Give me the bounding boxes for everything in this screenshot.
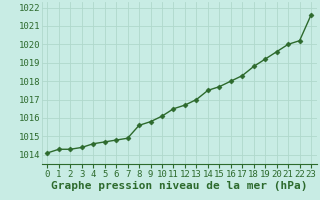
X-axis label: Graphe pression niveau de la mer (hPa): Graphe pression niveau de la mer (hPa) [51, 181, 308, 191]
